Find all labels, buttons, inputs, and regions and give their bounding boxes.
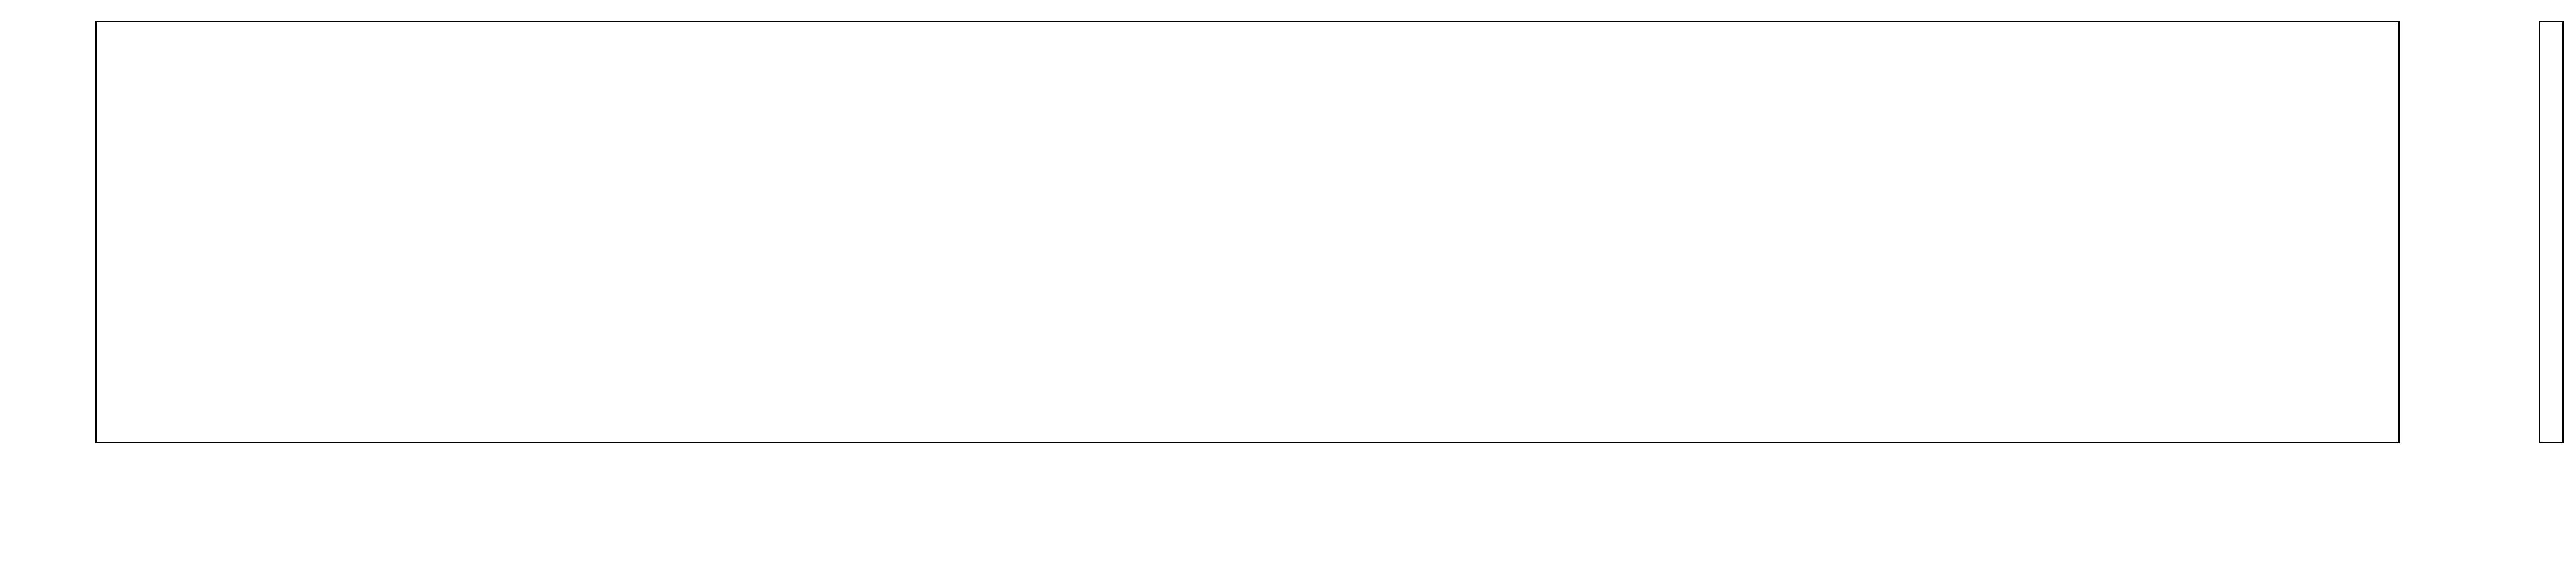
colorbar xyxy=(2539,21,2564,443)
spectrogram-canvas xyxy=(97,22,2398,442)
colorbar-gradient xyxy=(2540,22,2562,442)
plot-area xyxy=(95,21,2400,443)
